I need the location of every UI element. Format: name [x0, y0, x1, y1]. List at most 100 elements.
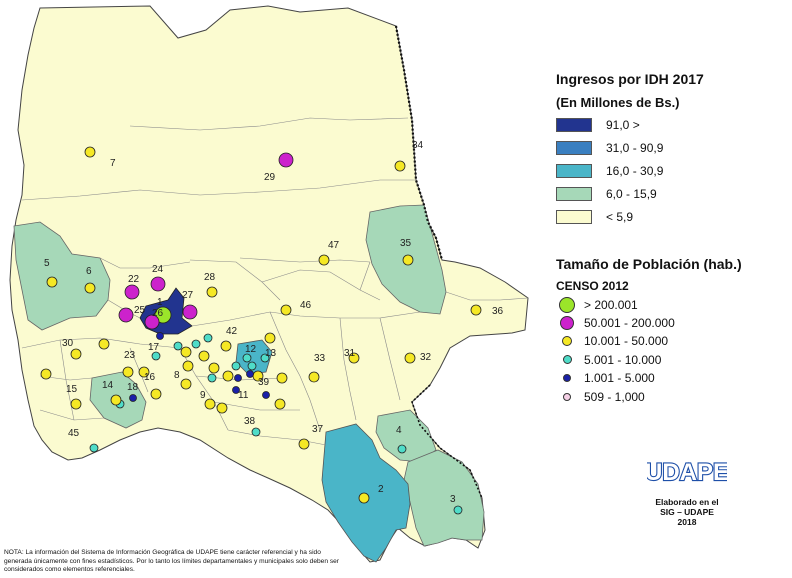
population-point [182, 360, 194, 372]
population-legend-symbol [562, 355, 572, 364]
population-point [40, 368, 52, 380]
population-point-27 [182, 304, 198, 320]
population-point-12 [242, 353, 252, 363]
population-legend-label: > 200.001 [584, 298, 638, 312]
municipality-label-30: 30 [62, 338, 74, 349]
population-point-32 [404, 352, 416, 364]
population-point-11 [232, 386, 240, 394]
population-point [203, 333, 213, 343]
municipality-label-13: 13 [265, 348, 277, 359]
municipality-label-34: 34 [412, 140, 424, 151]
municipality-label-6: 6 [86, 266, 92, 277]
logo-line-1: Elaborado en el [655, 497, 719, 507]
international-border-south [411, 384, 483, 499]
population-point-35 [402, 254, 414, 266]
population-point [231, 361, 241, 371]
population-legend-symbol [560, 315, 574, 330]
population-point [198, 350, 210, 362]
municipality-label-29: 29 [264, 172, 276, 183]
population-point-39 [262, 391, 270, 399]
municipality-label-14: 14 [102, 380, 114, 391]
population-point-31 [348, 352, 360, 364]
population-legend-item: 10.001 - 50.000 [556, 334, 668, 348]
municipality-label-25: 25 [134, 305, 146, 316]
population-point-23 [122, 366, 134, 378]
population-point [276, 372, 288, 384]
municipality-label-38: 38 [244, 416, 256, 427]
population-legend-item: 50.001 - 200.000 [556, 315, 675, 330]
udape-logo-brand: UDAPE [647, 459, 727, 486]
logo-line-2: SIG – UDAPE [660, 507, 714, 517]
population-point [180, 346, 192, 358]
population-point-2 [358, 492, 370, 504]
municipality-label-31: 31 [344, 348, 356, 359]
income-legend-label: 6,0 - 15,9 [606, 187, 657, 201]
population-legend-symbol [563, 392, 571, 401]
income-legend-item: 91,0 > [556, 118, 640, 132]
population-point [216, 402, 228, 414]
municipality-label-39: 39 [258, 377, 270, 388]
population-point-4 [397, 444, 407, 454]
logo-line-3: 2018 [677, 517, 697, 527]
population-point-15 [70, 398, 82, 410]
income-legend-title: Ingresos por IDH 2017 [556, 71, 704, 87]
population-point-18 [129, 394, 137, 402]
population-point-14 [110, 394, 122, 406]
population-legend-label: 50.001 - 200.000 [584, 315, 675, 330]
municipality-label-12: 12 [245, 344, 257, 355]
income-legend-label: < 5,9 [606, 210, 634, 224]
municipality-label-9: 9 [200, 390, 206, 401]
municipality-label-24: 24 [152, 264, 164, 275]
population-point-38 [251, 427, 261, 437]
municipality-label-2: 2 [378, 484, 384, 495]
population-point-8 [180, 378, 192, 390]
population-legend-subtitle: CENSO 2012 [556, 279, 629, 293]
municipality-label-3: 3 [450, 494, 456, 505]
population-point [234, 374, 242, 382]
municipality-label-11: 11 [238, 390, 249, 401]
population-point-17 [151, 351, 161, 361]
municipality-label-36: 36 [492, 306, 504, 317]
municipality-label-23: 23 [124, 350, 136, 361]
udape-logo-brand-fill: UDAPE [647, 459, 727, 486]
population-point-1 [154, 306, 172, 324]
population-point-26 [144, 314, 160, 330]
income-legend-subtitle: (En Millones de Bs.) [556, 95, 680, 110]
population-point-6 [84, 282, 96, 294]
municipality-label-33: 33 [314, 353, 326, 364]
municipality-label-37: 37 [312, 424, 324, 435]
income-swatch [556, 187, 592, 201]
population-point [246, 370, 254, 378]
population-point-37 [298, 438, 310, 450]
population-point [191, 339, 201, 349]
population-point-13 [260, 353, 270, 363]
population-legend-label: 10.001 - 50.000 [584, 334, 669, 348]
population-legend-item: 1.001 - 5.000 [556, 371, 655, 385]
population-point-47 [318, 254, 330, 266]
municipality-label-28: 28 [204, 272, 216, 283]
population-point-7 [84, 146, 96, 158]
population-point-28 [206, 286, 218, 298]
income-swatch [556, 164, 592, 178]
population-point [207, 373, 217, 383]
population-point-29 [278, 152, 294, 168]
municipal-boundaries [21, 117, 529, 446]
population-legend-symbol [562, 336, 572, 346]
municipality-label-8: 8 [174, 370, 180, 381]
income-legend-item: 6,0 - 15,9 [556, 187, 657, 201]
population-legend-label: 5.001 - 10.000 [584, 352, 662, 367]
population-point-42 [220, 340, 232, 352]
income-legend-item: < 5,9 [556, 210, 633, 224]
income-legend-item: 31,0 - 90,9 [556, 141, 663, 155]
municipality-label-15: 15 [66, 384, 78, 395]
municipality-label-7: 7 [110, 158, 116, 169]
municipality-label-45: 45 [68, 428, 80, 439]
population-point-16 [150, 388, 162, 400]
municipality-label-46: 46 [300, 300, 312, 311]
income-swatch [556, 141, 592, 155]
municipality-label-22: 22 [128, 274, 140, 285]
municipality-label-4: 4 [396, 425, 402, 436]
population-point [98, 338, 110, 350]
municipality-label-47: 47 [328, 240, 340, 251]
